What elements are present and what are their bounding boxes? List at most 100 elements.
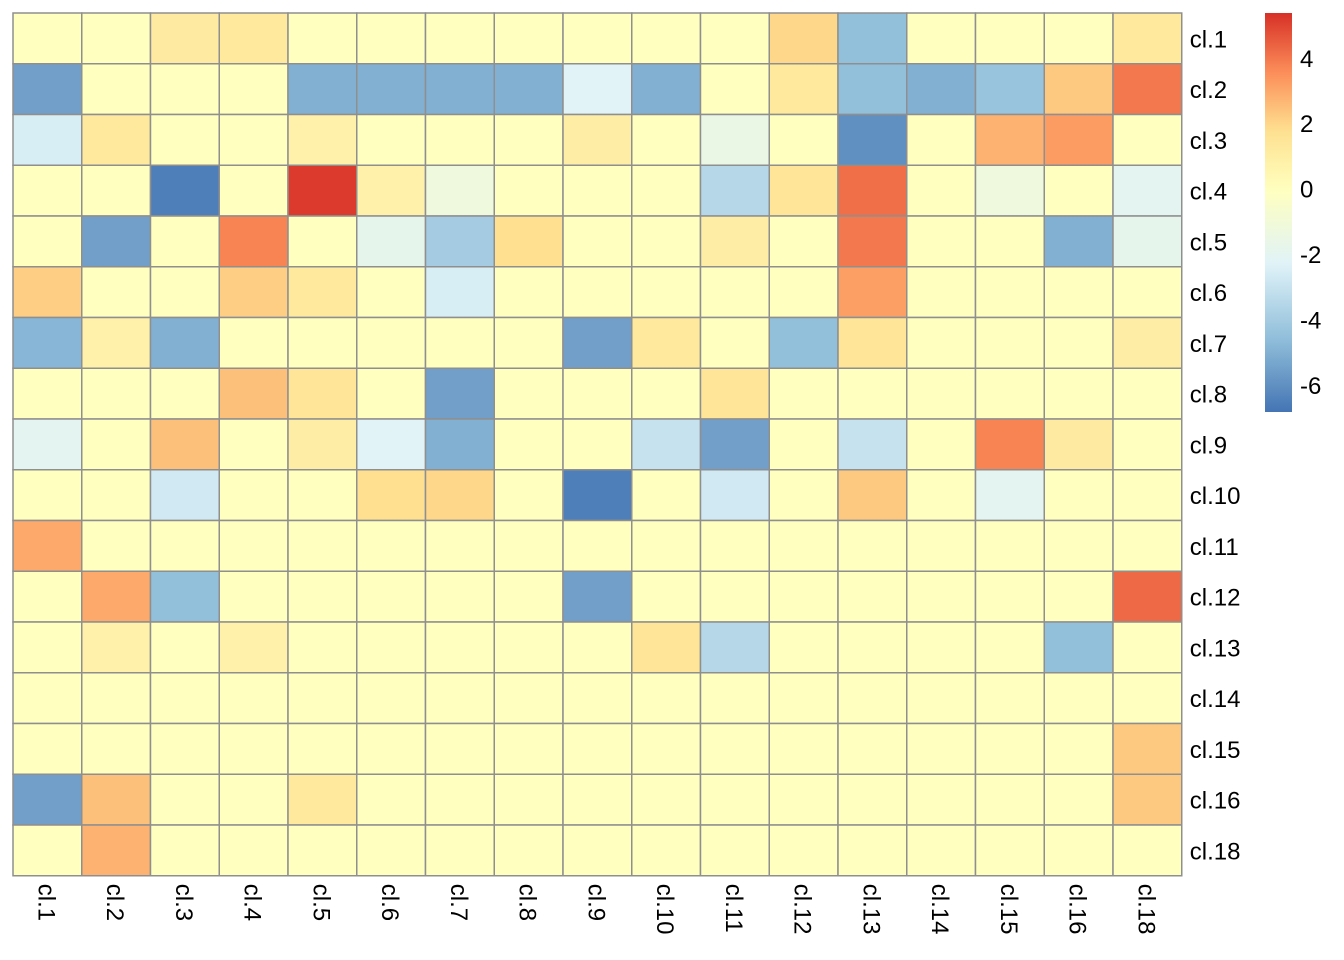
heatmap-cell-cl.15-cl.5 (287, 722, 358, 775)
heatmap-cell-cl.5-cl.18 (1112, 215, 1183, 268)
heatmap-cell-cl.12-cl.9 (562, 570, 633, 623)
heatmap-cell-cl.14-cl.13 (837, 672, 908, 725)
heatmap-cell-cl.16-cl.12 (768, 773, 839, 826)
heatmap-cell-cl.3-cl.12 (768, 113, 839, 166)
heatmap-cell-cl.9-cl.2 (81, 418, 152, 471)
heatmap-cell-cl.6-cl.10 (631, 266, 702, 319)
heatmap-cell-cl.16-cl.9 (562, 773, 633, 826)
heatmap-cell-cl.8-cl.1 (12, 367, 83, 420)
heatmap-cell-cl.7-cl.13 (837, 316, 908, 369)
heatmap-cell-cl.16-cl.6 (356, 773, 427, 826)
heatmap-cell-cl.12-cl.12 (768, 570, 839, 623)
heatmap-cell-cl.4-cl.10 (631, 164, 702, 217)
heatmap-cell-cl.14-cl.7 (424, 672, 495, 725)
heatmap-cell-cl.18-cl.3 (149, 824, 220, 877)
heatmap-cell-cl.2-cl.15 (974, 63, 1045, 116)
heatmap-cell-cl.12-cl.2 (81, 570, 152, 623)
heatmap-cell-cl.2-cl.5 (287, 63, 358, 116)
row-label: cl.10 (1190, 483, 1241, 510)
heatmap-cell-cl.18-cl.11 (699, 824, 770, 877)
heatmap-cell-cl.16-cl.5 (287, 773, 358, 826)
heatmap-cell-cl.9-cl.4 (218, 418, 289, 471)
row-label: cl.11 (1190, 534, 1239, 561)
heatmap-cell-cl.15-cl.16 (1043, 722, 1114, 775)
heatmap-cell-cl.6-cl.2 (81, 266, 152, 319)
heatmap-cell-cl.11-cl.18 (1112, 519, 1183, 572)
heatmap-cell-cl.7-cl.8 (493, 316, 564, 369)
heatmap-cell-cl.18-cl.16 (1043, 824, 1114, 877)
heatmap-cell-cl.5-cl.3 (149, 215, 220, 268)
heatmap-cell-cl.4-cl.15 (974, 164, 1045, 217)
heatmap-cell-cl.16-cl.4 (218, 773, 289, 826)
legend-ticks: 4 2 0 -2 -4 -6 (1300, 46, 1321, 400)
heatmap-cell-cl.18-cl.18 (1112, 824, 1183, 877)
heatmap-cell-cl.9-cl.13 (837, 418, 908, 471)
heatmap-cell-cl.13-cl.4 (218, 621, 289, 674)
heatmap-cell-cl.11-cl.7 (424, 519, 495, 572)
heatmap-cell-cl.11-cl.12 (768, 519, 839, 572)
heatmap-cell-cl.4-cl.16 (1043, 164, 1114, 217)
row-label: cl.8 (1190, 382, 1227, 409)
heatmap-cell-cl.9-cl.16 (1043, 418, 1114, 471)
heatmap-cell-cl.15-cl.6 (356, 722, 427, 775)
heatmap-cell-cl.2-cl.18 (1112, 63, 1183, 116)
heatmap-cell-cl.8-cl.4 (218, 367, 289, 420)
heatmap-cell-cl.10-cl.2 (81, 469, 152, 522)
heatmap-cell-cl.7-cl.7 (424, 316, 495, 369)
heatmap-cell-cl.4-cl.18 (1112, 164, 1183, 217)
heatmap-cell-cl.10-cl.3 (149, 469, 220, 522)
heatmap-cell-cl.4-cl.7 (424, 164, 495, 217)
column-label: cl.7 (445, 884, 472, 921)
heatmap-cell-cl.1-cl.2 (81, 12, 152, 65)
legend-tick-label: 0 (1300, 177, 1313, 204)
row-label: cl.12 (1190, 585, 1241, 612)
heatmap-cell-cl.5-cl.9 (562, 215, 633, 268)
heatmap-cell-cl.6-cl.8 (493, 266, 564, 319)
heatmap-cell-cl.9-cl.1 (12, 418, 83, 471)
heatmap-cell-cl.8-cl.7 (424, 367, 495, 420)
row-label: cl.4 (1190, 179, 1227, 206)
heatmap-cell-cl.18-cl.6 (356, 824, 427, 877)
heatmap-cell-cl.2-cl.12 (768, 63, 839, 116)
row-label: cl.5 (1190, 229, 1227, 256)
column-label: cl.18 (1132, 884, 1159, 935)
heatmap-cell-cl.14-cl.5 (287, 672, 358, 725)
heatmap-cell-cl.2-cl.8 (493, 63, 564, 116)
heatmap-cell-cl.13-cl.9 (562, 621, 633, 674)
heatmap-cell-cl.14-cl.9 (562, 672, 633, 725)
heatmap-cell-cl.14-cl.1 (12, 672, 83, 725)
column-label: cl.14 (926, 884, 953, 935)
heatmap-cell-cl.15-cl.7 (424, 722, 495, 775)
heatmap-cell-cl.1-cl.5 (287, 12, 358, 65)
heatmap-cell-cl.12-cl.18 (1112, 570, 1183, 623)
heatmap-cell-cl.5-cl.2 (81, 215, 152, 268)
heatmap-cell-cl.7-cl.6 (356, 316, 427, 369)
heatmap-cell-cl.7-cl.18 (1112, 316, 1183, 369)
heatmap-cell-cl.8-cl.11 (699, 367, 770, 420)
heatmap-cell-cl.7-cl.15 (974, 316, 1045, 369)
heatmap-cell-cl.11-cl.6 (356, 519, 427, 572)
heatmap-cell-cl.15-cl.18 (1112, 722, 1183, 775)
heatmap-cell-cl.11-cl.8 (493, 519, 564, 572)
heatmap-cell-cl.13-cl.12 (768, 621, 839, 674)
row-label: cl.16 (1190, 788, 1241, 815)
heatmap-cell-cl.7-cl.5 (287, 316, 358, 369)
heatmap-cell-cl.16-cl.15 (974, 773, 1045, 826)
heatmap-cell-cl.13-cl.11 (699, 621, 770, 674)
column-label: cl.8 (514, 884, 541, 921)
heatmap-cell-cl.1-cl.18 (1112, 12, 1183, 65)
heatmap-cell-cl.13-cl.8 (493, 621, 564, 674)
heatmap-cell-cl.6-cl.18 (1112, 266, 1183, 319)
heatmap-cell-cl.5-cl.8 (493, 215, 564, 268)
heatmap-cell-cl.2-cl.9 (562, 63, 633, 116)
row-label: cl.18 (1190, 838, 1241, 865)
heatmap-cell-cl.1-cl.13 (837, 12, 908, 65)
heatmap-cell-cl.14-cl.12 (768, 672, 839, 725)
heatmap-cell-cl.13-cl.14 (906, 621, 977, 674)
heatmap-cell-cl.4-cl.9 (562, 164, 633, 217)
heatmap-cell-cl.14-cl.4 (218, 672, 289, 725)
heatmap-cell-cl.13-cl.3 (149, 621, 220, 674)
heatmap-cell-cl.8-cl.9 (562, 367, 633, 420)
heatmap-cell-cl.16-cl.18 (1112, 773, 1183, 826)
heatmap-cell-cl.14-cl.18 (1112, 672, 1183, 725)
